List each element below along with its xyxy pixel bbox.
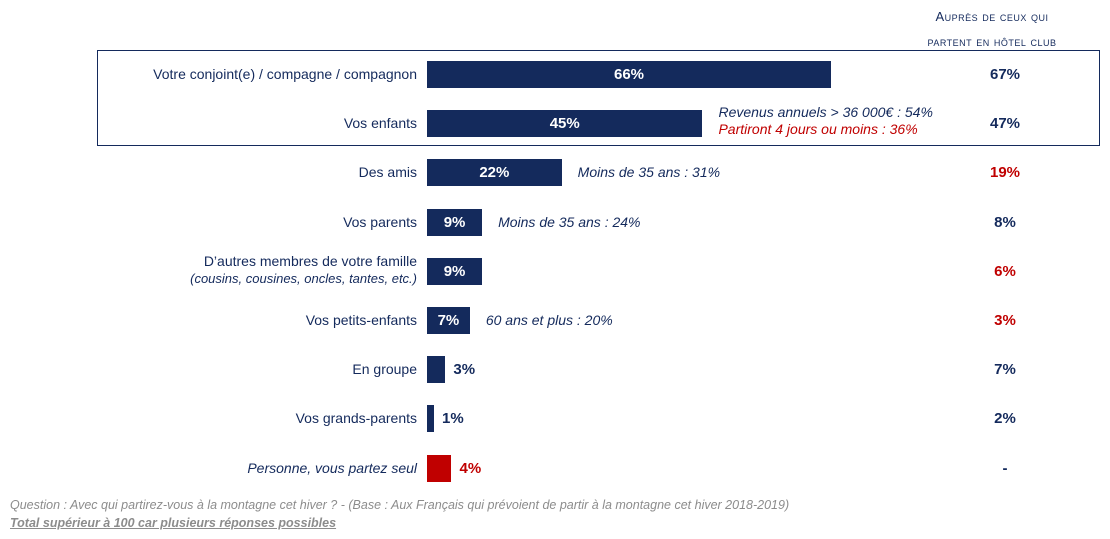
- bar: [427, 209, 483, 236]
- footer-question: Question : Avec qui partirez-vous à la m…: [10, 498, 790, 512]
- bar: [427, 307, 470, 334]
- bar: [427, 258, 483, 285]
- bar: [427, 110, 703, 137]
- category-label-text: Des amis: [358, 164, 417, 180]
- hotel-club-header-line2: partent en hôtel club: [927, 34, 1057, 49]
- bar: [427, 405, 434, 432]
- bar: [427, 61, 831, 88]
- category-label: Vos enfants: [37, 114, 417, 132]
- footer-note: Total supérieur à 100 car plusieurs répo…: [10, 516, 337, 530]
- bar-value-label: 1%: [442, 410, 464, 427]
- hotel-club-header-line1: Auprès de ceux qui: [935, 9, 1049, 24]
- category-label-text: Vos parents: [343, 214, 417, 230]
- hotel-club-value: 3%: [994, 312, 1016, 329]
- bar-value-label: 7%: [437, 312, 460, 329]
- bar-value-label: 9%: [443, 214, 466, 231]
- category-sublabel: (cousins, cousines, oncles, tantes, etc.…: [190, 271, 417, 286]
- annotation-note: Moins de 35 ans : 24%: [498, 214, 641, 230]
- hotel-club-value: 7%: [994, 361, 1016, 378]
- category-label-text: Votre conjoint(e) / compagne / compagnon: [153, 66, 417, 82]
- annotation-note: Moins de 35 ans : 31%: [577, 164, 721, 180]
- bar: [427, 455, 452, 482]
- annotation-note: 60 ans et plus : 20%: [485, 312, 613, 328]
- hotel-club-value: 19%: [989, 164, 1021, 181]
- category-label: Vos grands-parents: [37, 409, 417, 427]
- category-label: Vos petits-enfants: [37, 311, 417, 329]
- bar: [427, 159, 562, 186]
- hotel-club-value: 6%: [994, 263, 1016, 280]
- category-label-text: Vos grands-parents: [295, 410, 417, 426]
- annotation-note: Revenus annuels > 36 000€ : 54%: [718, 104, 933, 120]
- category-label-text: En groupe: [352, 361, 417, 377]
- highlight-frame: [97, 50, 1100, 146]
- bar-value-label: 9%: [443, 263, 466, 280]
- category-label: Personne, vous partez seul: [37, 459, 417, 477]
- category-label: Vos parents: [37, 213, 417, 231]
- bar: [427, 356, 446, 383]
- category-label: En groupe: [37, 360, 417, 378]
- hotel-club-header: Auprès de ceux qui partent en hôtel club: [882, 4, 1102, 54]
- hotel-club-value: 67%: [989, 66, 1021, 83]
- hotel-club-value: 8%: [994, 214, 1016, 231]
- hotel-club-value: 2%: [994, 410, 1016, 427]
- category-label: Votre conjoint(e) / compagne / compagnon: [37, 65, 417, 83]
- hotel-club-value: -: [1002, 460, 1008, 477]
- category-label-text: Vos petits-enfants: [305, 312, 417, 328]
- bar-value-label: 3%: [453, 361, 476, 378]
- category-label-text: Personne, vous partez seul: [247, 460, 417, 476]
- hotel-club-value: 47%: [989, 115, 1021, 132]
- bar-value-label: 22%: [479, 164, 510, 181]
- bar-value-label: 45%: [549, 115, 580, 132]
- annotation-note: Partiront 4 jours ou moins : 36%: [718, 121, 918, 137]
- category-label: D’autres membres de votre famille (cousin…: [37, 252, 417, 288]
- bar-value-label: 66%: [613, 66, 645, 83]
- bar-value-label: 4%: [459, 460, 482, 477]
- category-label: Des amis: [37, 163, 417, 181]
- category-label-text: Vos enfants: [343, 115, 417, 131]
- category-label-text: D’autres membres de votre famille: [203, 253, 417, 269]
